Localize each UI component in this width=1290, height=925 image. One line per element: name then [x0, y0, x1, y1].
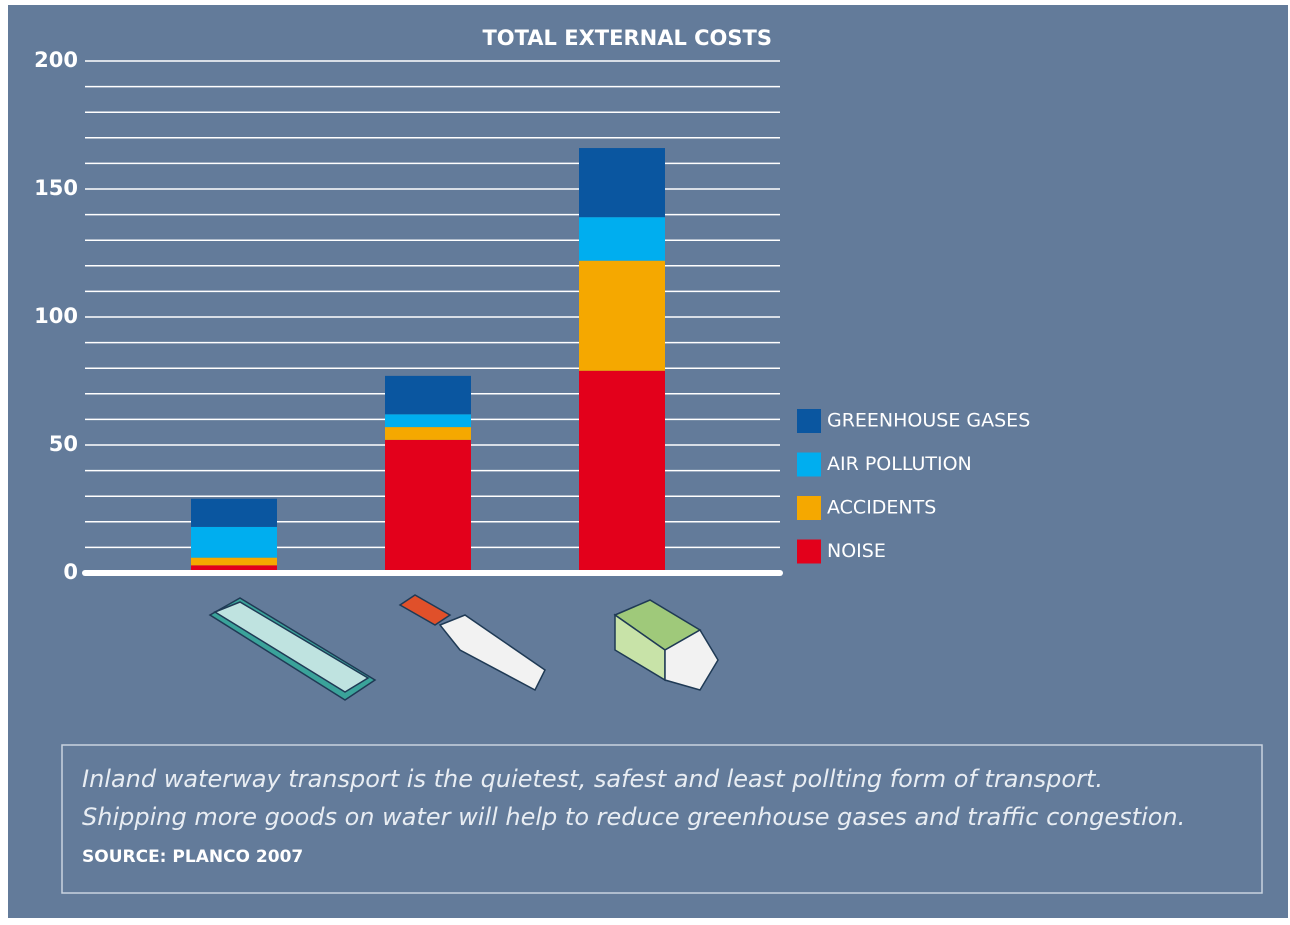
bar-segment [579, 217, 665, 261]
chart: TOTAL EXTERNAL COSTS Inland waterway tra… [0, 0, 1290, 925]
y-tick-label: 50 [49, 432, 78, 456]
bar-segment [385, 440, 471, 573]
bar-segment [385, 427, 471, 440]
y-tick-label: 150 [34, 176, 78, 200]
legend-swatch [797, 496, 821, 520]
y-tick-label: 100 [34, 304, 78, 328]
bar-segment [191, 499, 277, 527]
bar-segment [385, 376, 471, 414]
page: TOTAL EXTERNAL COSTS Inland waterway tra… [0, 0, 1290, 925]
chart-title: TOTAL EXTERNAL COSTS [482, 26, 772, 50]
bar-segment [385, 414, 471, 427]
legend-label: NOISE [827, 540, 886, 562]
source: SOURCE: PLANCO 2007 [82, 847, 303, 867]
legend-swatch [797, 453, 821, 477]
bar-segment [579, 371, 665, 573]
legend-label: AIR POLLUTION [827, 453, 972, 475]
y-tick-label: 200 [34, 48, 78, 72]
caption-line: Shipping more goods on water will help t… [82, 803, 1185, 831]
legend-swatch [797, 540, 821, 564]
legend-label: GREENHOUSE GASES [827, 410, 1030, 432]
bar-segment [579, 261, 665, 371]
legend-label: ACCIDENTS [827, 497, 936, 519]
y-tick-label: 0 [63, 560, 78, 584]
caption-line: Inland waterway transport is the quietes… [82, 765, 1103, 793]
bar-segment [191, 558, 277, 566]
bar-segment [579, 148, 665, 217]
bar-segment [191, 527, 277, 558]
legend-swatch [797, 409, 821, 433]
